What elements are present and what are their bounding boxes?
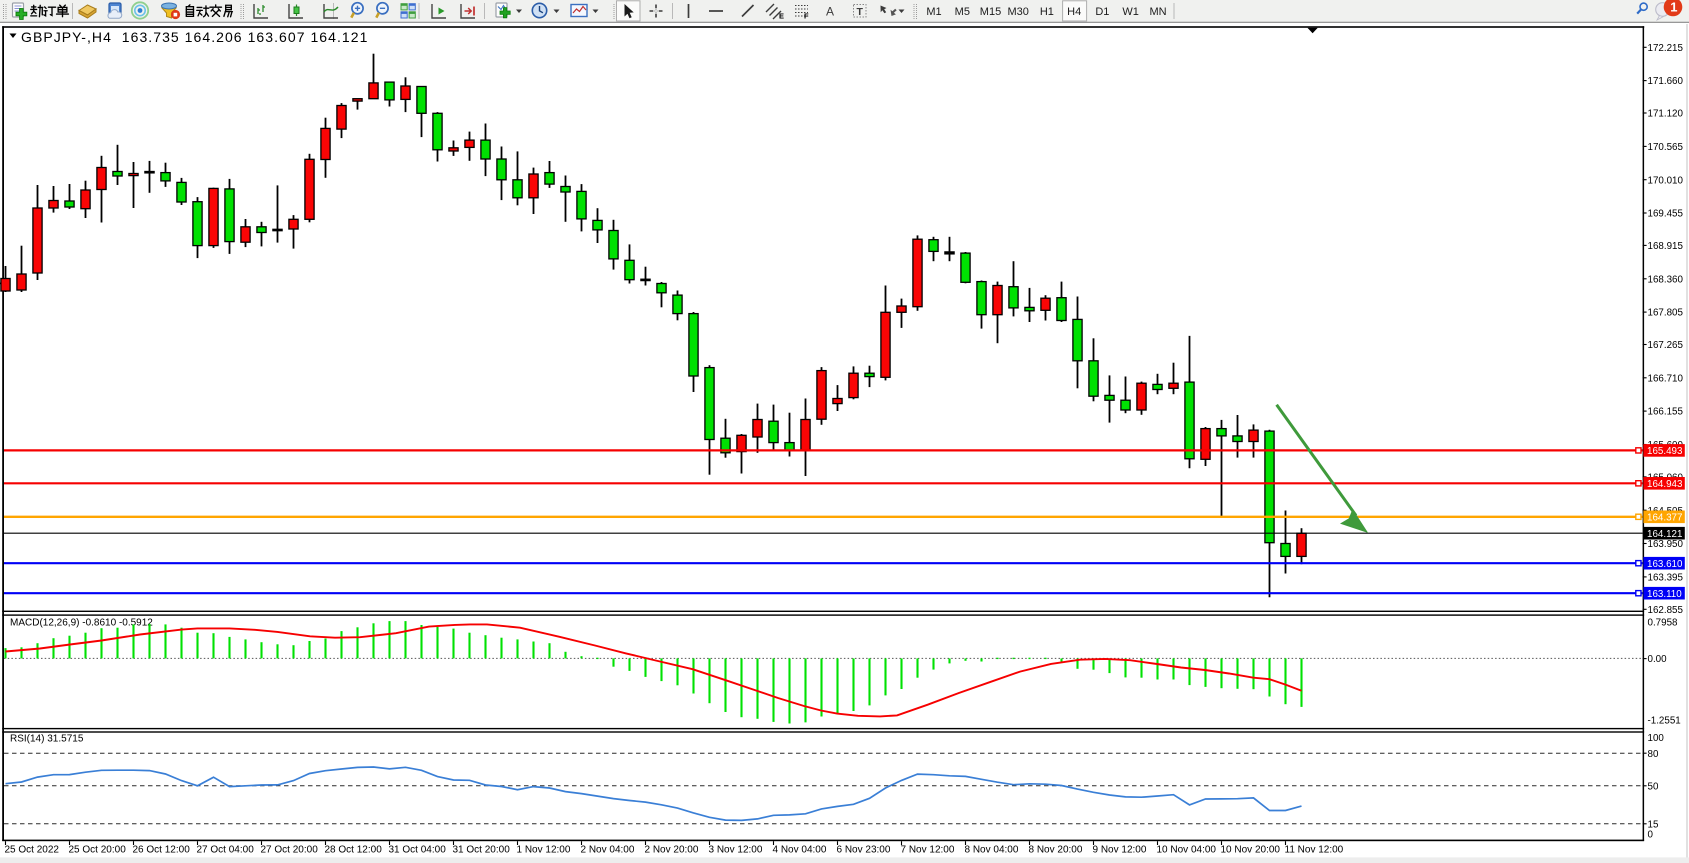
svg-text:80: 80 — [1648, 749, 1659, 760]
svg-text:11 Nov 12:00: 11 Nov 12:00 — [1285, 845, 1344, 856]
svg-text:27 Oct 04:00: 27 Oct 04:00 — [197, 845, 255, 856]
svg-text:163.395: 163.395 — [1648, 573, 1684, 584]
svg-text:27 Oct 20:00: 27 Oct 20:00 — [261, 845, 319, 856]
svg-text:28 Oct 12:00: 28 Oct 12:00 — [325, 845, 383, 856]
svg-text:E: E — [779, 12, 784, 21]
svg-text:163.950: 163.950 — [1648, 539, 1684, 550]
svg-text:31 Oct 04:00: 31 Oct 04:00 — [389, 845, 447, 856]
svg-text:-1.2551: -1.2551 — [1648, 715, 1681, 726]
svg-text:170.565: 170.565 — [1648, 142, 1684, 153]
svg-text:170.010: 170.010 — [1648, 175, 1684, 186]
svg-text:163.610: 163.610 — [1647, 559, 1683, 570]
svg-text:0.7958: 0.7958 — [1648, 617, 1679, 628]
svg-text:164.377: 164.377 — [1647, 513, 1682, 524]
svg-text:2 Nov 20:00: 2 Nov 20:00 — [645, 845, 699, 856]
svg-text:164.943: 164.943 — [1647, 479, 1683, 490]
svg-text:0: 0 — [1648, 829, 1654, 840]
svg-text:H1: H1 — [1040, 6, 1054, 18]
svg-text:T: T — [857, 6, 864, 18]
svg-text:171.120: 171.120 — [1648, 109, 1684, 120]
svg-text:7 Nov 12:00: 7 Nov 12:00 — [901, 845, 955, 856]
svg-text:0.00: 0.00 — [1648, 654, 1668, 665]
svg-text:4 Nov 04:00: 4 Nov 04:00 — [773, 845, 827, 856]
svg-text:3 Nov 12:00: 3 Nov 12:00 — [709, 845, 763, 856]
svg-text:166.155: 166.155 — [1648, 407, 1684, 418]
svg-text:26 Oct 12:00: 26 Oct 12:00 — [133, 845, 191, 856]
svg-text:2 Nov 04:00: 2 Nov 04:00 — [581, 845, 635, 856]
svg-text:168.915: 168.915 — [1648, 241, 1684, 252]
svg-text:167.805: 167.805 — [1648, 308, 1684, 319]
svg-text:M5: M5 — [955, 6, 970, 18]
svg-text:25 Oct 2022: 25 Oct 2022 — [5, 845, 60, 856]
svg-text:164.121: 164.121 — [1647, 529, 1682, 540]
svg-text:GBPJPY-,H4 163.735 164.206 16: GBPJPY-,H4 163.735 164.206 163.607 164.1… — [21, 29, 368, 45]
svg-text:31 Oct 20:00: 31 Oct 20:00 — [453, 845, 511, 856]
svg-text:D1: D1 — [1095, 6, 1109, 18]
svg-text:F: F — [804, 12, 809, 21]
svg-text:166.710: 166.710 — [1648, 373, 1684, 384]
svg-text:8 Nov 04:00: 8 Nov 04:00 — [965, 845, 1019, 856]
svg-text:9 Nov 12:00: 9 Nov 12:00 — [1093, 845, 1147, 856]
svg-text:M1: M1 — [926, 6, 941, 18]
svg-text:25 Oct 20:00: 25 Oct 20:00 — [69, 845, 127, 856]
svg-text:W1: W1 — [1122, 6, 1139, 18]
svg-text:M30: M30 — [1007, 6, 1028, 18]
svg-text:163.110: 163.110 — [1647, 589, 1682, 600]
svg-text:162.855: 162.855 — [1648, 605, 1684, 616]
svg-text:1 Nov 12:00: 1 Nov 12:00 — [517, 845, 571, 856]
svg-text:10 Nov 04:00: 10 Nov 04:00 — [1157, 845, 1217, 856]
svg-text:MN: MN — [1149, 6, 1166, 18]
svg-text:A: A — [826, 5, 834, 19]
svg-text:50: 50 — [1648, 781, 1659, 792]
svg-text:H4: H4 — [1067, 6, 1081, 18]
svg-text:MACD(12,26,9) -0.8610 -0.5912: MACD(12,26,9) -0.8610 -0.5912 — [10, 618, 153, 629]
svg-text:8 Nov 20:00: 8 Nov 20:00 — [1029, 845, 1083, 856]
svg-text:15: 15 — [1648, 819, 1659, 830]
svg-text:167.265: 167.265 — [1648, 340, 1684, 351]
svg-text:M15: M15 — [980, 6, 1001, 18]
svg-text:171.660: 171.660 — [1648, 76, 1684, 87]
svg-text:1: 1 — [1670, 0, 1677, 14]
svg-text:RSI(14) 31.5715: RSI(14) 31.5715 — [10, 734, 84, 745]
svg-text:100: 100 — [1648, 733, 1665, 744]
svg-text:165.493: 165.493 — [1647, 446, 1683, 457]
svg-text:172.215: 172.215 — [1648, 43, 1684, 54]
svg-text:6 Nov 23:00: 6 Nov 23:00 — [837, 845, 891, 856]
svg-text:10 Nov 20:00: 10 Nov 20:00 — [1221, 845, 1281, 856]
svg-text:168.360: 168.360 — [1648, 274, 1684, 285]
svg-text:169.455: 169.455 — [1648, 209, 1684, 220]
